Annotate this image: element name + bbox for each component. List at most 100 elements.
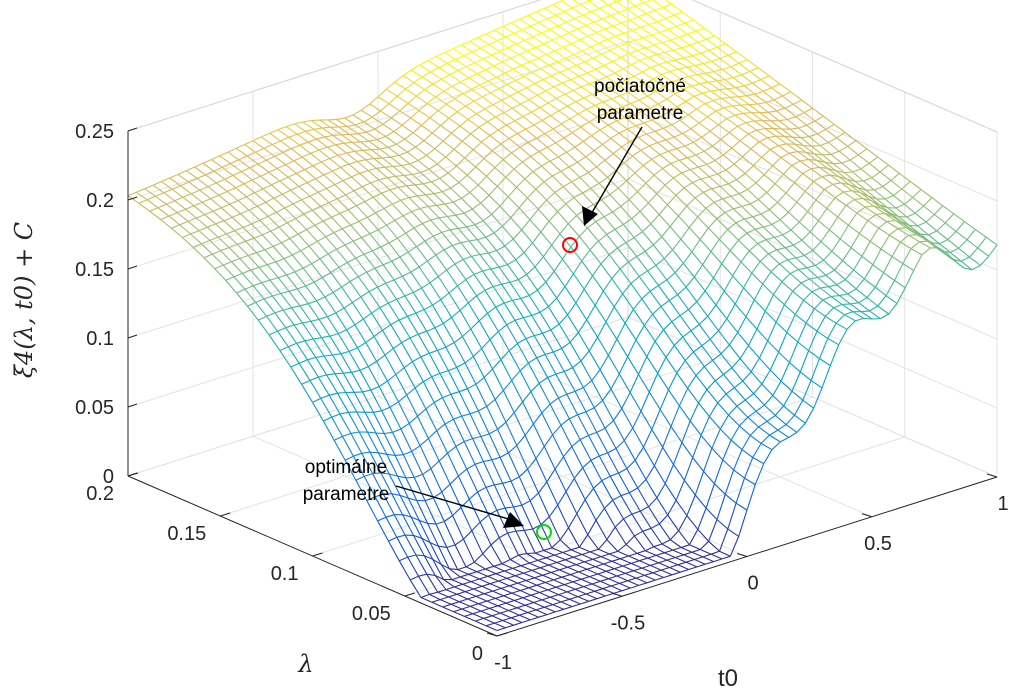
surface-edge <box>685 95 695 102</box>
surface-edge <box>604 420 614 429</box>
surface-edge <box>286 222 299 235</box>
surface-edge <box>484 568 497 575</box>
surface-edge <box>472 356 485 378</box>
surface-edge <box>419 205 429 210</box>
surface-edge <box>757 67 770 77</box>
surface-edge <box>345 190 355 196</box>
surface-edge <box>743 218 756 230</box>
surface-edge <box>607 169 617 178</box>
surface-edge <box>442 323 455 343</box>
surface-edge <box>423 309 436 329</box>
surface-edge <box>363 149 372 151</box>
surface-edge <box>816 159 826 163</box>
surface-edge <box>611 558 621 562</box>
surface-edge <box>688 566 698 571</box>
surface-edge <box>648 21 658 26</box>
surface-edge <box>658 523 671 541</box>
surface-edge <box>308 300 317 305</box>
surface-edge <box>293 156 303 162</box>
surface-edge <box>502 480 512 484</box>
surface-edge <box>591 135 603 145</box>
surface-edge <box>582 141 595 152</box>
surface-edge <box>246 151 256 157</box>
surface-edge <box>694 65 707 74</box>
surface-edge <box>580 121 590 128</box>
surface-edge <box>712 139 722 147</box>
surface-edge <box>613 293 624 308</box>
surface-edge <box>710 89 720 92</box>
surface-edge <box>683 457 694 481</box>
surface-edge <box>480 43 490 49</box>
surface-edge <box>603 563 615 570</box>
surface-edge <box>710 550 720 555</box>
annotation-initial-line2: parametre <box>597 103 684 124</box>
surface-edge <box>671 571 681 576</box>
surface-edge <box>486 29 495 35</box>
surface-edge <box>655 86 665 92</box>
surface-edge <box>679 114 689 121</box>
surface-edge <box>383 208 396 221</box>
surface-edge <box>320 205 332 218</box>
surface-edge <box>616 338 629 357</box>
surface-edge <box>807 199 817 212</box>
surface-edge <box>610 472 619 477</box>
surface-edge <box>451 309 461 318</box>
surface-edge <box>713 558 723 563</box>
surface-edge <box>390 324 403 343</box>
surface-edge <box>415 146 427 156</box>
surface-edge <box>544 606 556 613</box>
surface-edge <box>601 199 613 213</box>
surface-edge <box>678 33 688 38</box>
surface-edge <box>706 380 716 390</box>
surface-edge <box>633 570 645 576</box>
surface-edge <box>339 213 352 226</box>
surface-edge <box>155 195 167 205</box>
surface-edge <box>586 319 599 338</box>
surface-edge <box>853 256 863 271</box>
surface-edge <box>453 608 463 613</box>
surface-edge <box>543 549 555 556</box>
surface-edge <box>699 81 709 85</box>
surface-edge <box>567 564 577 568</box>
surface-edge <box>599 452 608 457</box>
surface-edge <box>914 212 927 223</box>
surface-edge <box>436 163 449 174</box>
surface-edge <box>495 570 505 575</box>
surface-edge <box>817 277 829 288</box>
surface-edge <box>721 263 734 277</box>
surface-edge <box>599 124 609 131</box>
surface-edge <box>714 483 726 495</box>
surface-edge <box>446 62 459 71</box>
surface-edge <box>765 99 775 104</box>
surface-edge <box>590 460 603 481</box>
surface-edge <box>661 71 671 76</box>
surface-edge <box>508 609 520 616</box>
surface-edge <box>336 244 346 250</box>
surface-edge <box>642 34 652 39</box>
surface-edge <box>624 322 637 341</box>
surface-edge <box>890 172 900 181</box>
surface-edge <box>803 144 812 147</box>
surface-edge <box>575 564 588 570</box>
surface-edge <box>548 61 558 66</box>
surface-edge <box>302 121 315 130</box>
surface-edge <box>222 264 235 278</box>
surface-edge <box>396 88 406 97</box>
surface-edge <box>531 315 543 334</box>
surface-edge <box>578 568 588 573</box>
surface-edge <box>467 113 477 120</box>
surface-edge <box>783 173 795 184</box>
surface-edge <box>865 205 874 208</box>
surface-edge <box>473 96 483 102</box>
surface-edge <box>458 174 468 183</box>
surface-edge <box>768 209 781 221</box>
surface-edge <box>927 240 939 249</box>
surface-edge <box>733 387 746 401</box>
surface-edge <box>648 506 660 525</box>
surface-edge <box>445 342 455 348</box>
surface-edge <box>238 155 248 161</box>
surface-edge <box>747 410 757 418</box>
surface-edge <box>469 239 478 242</box>
surface-edge <box>505 168 515 178</box>
surface-edge <box>502 380 513 391</box>
